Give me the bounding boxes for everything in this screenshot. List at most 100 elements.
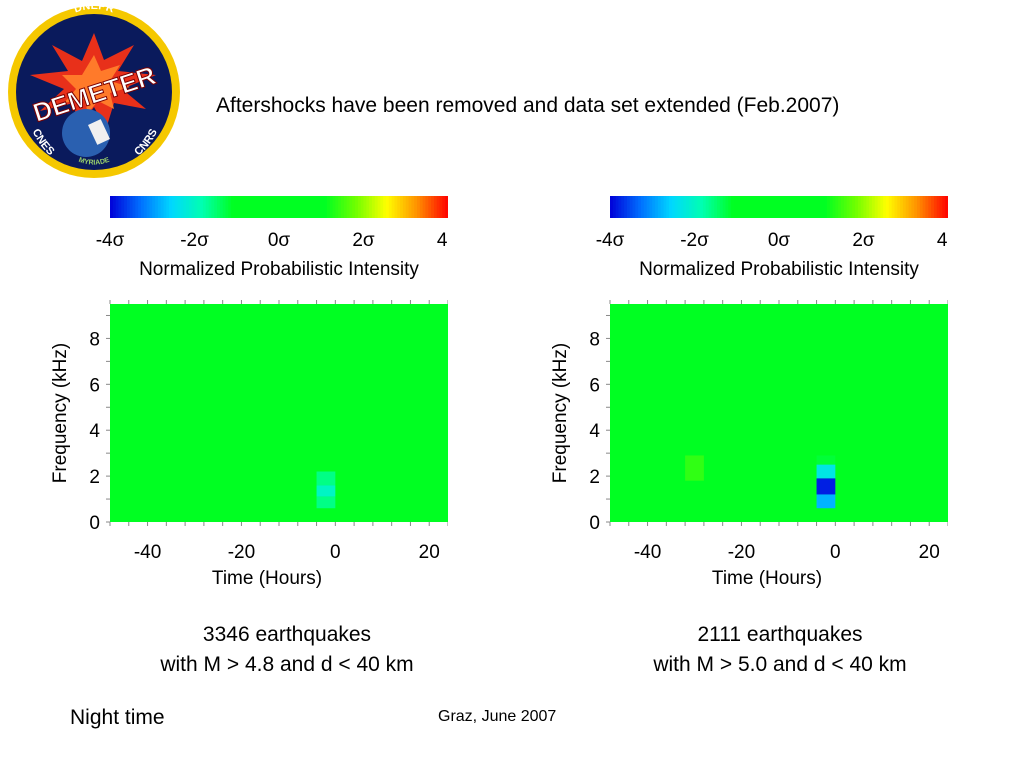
left-colorbar-segment bbox=[112, 196, 117, 218]
left-colorbar-segment bbox=[388, 196, 393, 218]
right-colorbar-segment bbox=[936, 196, 941, 218]
left-colorbar-segment bbox=[357, 196, 362, 218]
right-colorbar-segment bbox=[790, 196, 794, 218]
left-x-tick-label: 20 bbox=[419, 542, 440, 563]
left-colorbar-segment bbox=[267, 196, 272, 218]
right-colorbar-segment bbox=[928, 196, 932, 218]
right-colorbar-segment bbox=[871, 196, 876, 218]
left-colorbar-segment bbox=[262, 196, 266, 218]
right-colorbar-segment bbox=[914, 196, 918, 218]
right-colorbar-segment bbox=[793, 196, 797, 218]
right-colorbar-segment bbox=[902, 196, 907, 218]
caption-right-line2: with M > 5.0 and d < 40 km bbox=[653, 653, 907, 676]
left-colorbar-tick-label: 4σ bbox=[437, 230, 448, 251]
left-colorbar-segment bbox=[397, 196, 401, 218]
left-colorbar-segment bbox=[402, 196, 407, 218]
left-colorbar-segment bbox=[436, 196, 441, 218]
left-x-tick-label: -20 bbox=[228, 542, 255, 563]
left-colorbar-segment bbox=[214, 196, 218, 218]
right-colorbar-tick-label: 4σ bbox=[937, 230, 948, 251]
left-colorbar-segment bbox=[321, 196, 325, 218]
right-colorbar-segment bbox=[838, 196, 842, 218]
slide-title: Aftershocks have been removed and data s… bbox=[216, 94, 840, 117]
left-colorbar-segment bbox=[140, 196, 145, 218]
right-colorbar-segment bbox=[939, 196, 943, 218]
right-colorbar-segment bbox=[762, 196, 766, 218]
left-heatmap-cell bbox=[316, 471, 336, 486]
left-colorbar-segment bbox=[171, 196, 176, 218]
right-colorbar-segment bbox=[821, 196, 825, 218]
left-colorbar-segment bbox=[408, 196, 412, 218]
right-y-tick-label: 4 bbox=[589, 421, 600, 442]
right-colorbar-segment bbox=[784, 196, 789, 218]
left-colorbar-segment bbox=[180, 196, 184, 218]
right-colorbar-segment bbox=[815, 196, 820, 218]
right-colorbar-segment bbox=[739, 196, 743, 218]
left-colorbar-tick-label: 2σ bbox=[352, 230, 375, 251]
right-heatmap-cell bbox=[835, 331, 855, 346]
left-colorbar-segment bbox=[295, 196, 300, 218]
left-colorbar-segment bbox=[419, 196, 424, 218]
left-colorbar-segment bbox=[126, 196, 131, 218]
right-colorbar-segment bbox=[826, 196, 831, 218]
left-colorbar-segment bbox=[222, 196, 227, 218]
left-colorbar-segment bbox=[394, 196, 398, 218]
left-colorbar-segment bbox=[377, 196, 381, 218]
left-colorbar-segment bbox=[355, 196, 359, 218]
left-colorbar-segment bbox=[202, 196, 207, 218]
chart-panel-left: -4σ -2σ 0σ 2σ 4σ Normalized Probabilistic Int… bbox=[48, 190, 448, 600]
left-y-tick-label: 8 bbox=[89, 329, 100, 350]
right-y-tick-label: 6 bbox=[589, 375, 600, 396]
right-colorbar-segment bbox=[736, 196, 741, 218]
left-y-tick-label: 2 bbox=[89, 467, 100, 488]
right-colorbar-segment bbox=[942, 196, 946, 218]
right-colorbar-segment bbox=[615, 196, 620, 218]
left-colorbar-segment bbox=[191, 196, 196, 218]
right-colorbar-segment bbox=[655, 196, 659, 218]
right-colorbar-segment bbox=[711, 196, 715, 218]
right-colorbar-segment bbox=[945, 196, 948, 218]
caption-right: 2111 earthquakes with M > 5.0 and d < 40… bbox=[610, 620, 950, 680]
left-colorbar-segment bbox=[312, 196, 317, 218]
right-colorbar-segment bbox=[880, 196, 884, 218]
left-colorbar-segment bbox=[259, 196, 263, 218]
right-colorbar-segment bbox=[922, 196, 927, 218]
left-colorbar-segment bbox=[324, 196, 328, 218]
right-heatmap-cell bbox=[685, 455, 704, 481]
right-colorbar-segment bbox=[764, 196, 769, 218]
right-heatmap-cell bbox=[816, 455, 836, 465]
right-colorbar-segment bbox=[886, 196, 890, 218]
right-colorbar-segment bbox=[748, 196, 752, 218]
left-colorbar-segment bbox=[135, 196, 139, 218]
left-colorbar-segment bbox=[433, 196, 438, 218]
right-colorbar-segment bbox=[694, 196, 698, 218]
left-colorbar-segment bbox=[335, 196, 339, 218]
left-colorbar-segment bbox=[279, 196, 283, 218]
left-colorbar-segment bbox=[383, 196, 387, 218]
right-colorbar-segment bbox=[883, 196, 887, 218]
svg-text:MYRIADE: MYRIADE bbox=[78, 157, 111, 167]
left-colorbar-segment bbox=[146, 196, 151, 218]
caption-left: 3346 earthquakes with M > 4.8 and d < 40… bbox=[117, 620, 457, 680]
left-colorbar-segment bbox=[186, 196, 190, 218]
left-colorbar-segment bbox=[225, 196, 229, 218]
right-colorbar-segment bbox=[832, 196, 836, 218]
right-colorbar-segment bbox=[908, 196, 912, 218]
left-colorbar-segment bbox=[155, 196, 159, 218]
right-colorbar-segment bbox=[809, 196, 814, 218]
right-colorbar-segment bbox=[933, 196, 938, 218]
right-colorbar-segment bbox=[688, 196, 693, 218]
left-colorbar-segment bbox=[369, 196, 373, 218]
right-colorbar-segment bbox=[686, 196, 690, 218]
left-colorbar-segment bbox=[425, 196, 429, 218]
left-colorbar-segment bbox=[208, 196, 212, 218]
left-colorbar-segment bbox=[293, 196, 297, 218]
caption-left-line2: with M > 4.8 and d < 40 km bbox=[160, 653, 414, 676]
right-colorbar-segment bbox=[705, 196, 710, 218]
left-colorbar-segment bbox=[183, 196, 187, 218]
right-colorbar-segment bbox=[781, 196, 786, 218]
right-colorbar-segment bbox=[891, 196, 896, 218]
right-colorbar-segment bbox=[756, 196, 760, 218]
right-colorbar-segment bbox=[742, 196, 746, 218]
right-colorbar-segment bbox=[618, 196, 622, 218]
